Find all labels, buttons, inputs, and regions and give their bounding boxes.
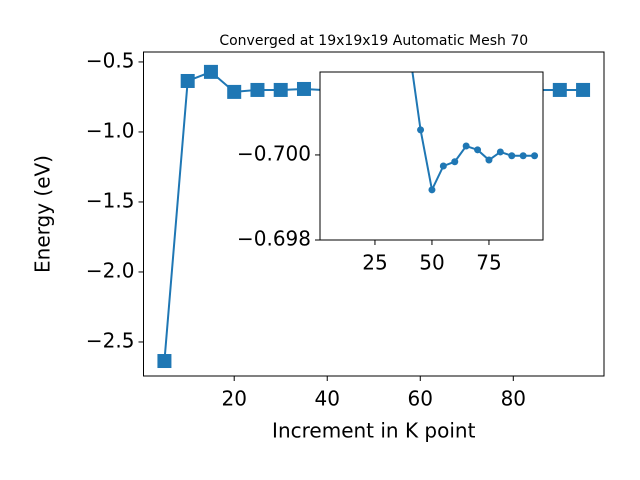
marker xyxy=(157,354,172,369)
y-tick-label: −2.5 xyxy=(86,328,135,352)
marker xyxy=(227,84,242,99)
marker xyxy=(508,152,516,160)
marker xyxy=(250,82,265,97)
marker xyxy=(531,152,539,160)
marker xyxy=(485,156,493,164)
x-tick-label: 40 xyxy=(315,387,340,411)
y-tick-label: −0.698 xyxy=(237,227,311,251)
x-tick-label: 80 xyxy=(501,387,526,411)
inset-chart: 25 50 75 −0.700 −0.698 xyxy=(237,71,544,275)
y-tick-label: −2.0 xyxy=(86,258,135,282)
x-tick-label: 75 xyxy=(476,251,501,275)
chart-title: Converged at 19x19x19 Automatic Mesh 70 xyxy=(219,33,528,49)
y-tick-label: −0.700 xyxy=(237,141,311,165)
y-tick-label: −1.5 xyxy=(86,188,135,212)
marker xyxy=(296,81,311,96)
x-tick-label: 50 xyxy=(419,251,444,275)
marker xyxy=(496,148,504,156)
marker xyxy=(417,126,425,134)
plot-content xyxy=(411,72,539,194)
axes-frame xyxy=(319,71,544,241)
y-tick-label: −0.5 xyxy=(86,48,135,72)
marker xyxy=(451,158,459,166)
axes-frame xyxy=(143,51,605,377)
x-tick-label: 25 xyxy=(362,251,387,275)
marker xyxy=(273,82,288,97)
y-axis-label: Energy (eV) xyxy=(31,155,55,273)
x-axis-label: Increment in K point xyxy=(272,419,476,443)
marker xyxy=(576,82,591,97)
marker xyxy=(180,73,195,88)
x-tick-label: 20 xyxy=(221,387,246,411)
y-tick-label: −1.0 xyxy=(86,118,135,142)
marker xyxy=(519,152,527,160)
marker xyxy=(439,162,447,170)
marker xyxy=(462,142,470,150)
plot-area xyxy=(320,72,543,240)
marker xyxy=(474,146,482,154)
marker xyxy=(203,64,218,79)
marker xyxy=(428,186,436,194)
marker xyxy=(552,82,567,97)
x-tick-label: 60 xyxy=(408,387,433,411)
